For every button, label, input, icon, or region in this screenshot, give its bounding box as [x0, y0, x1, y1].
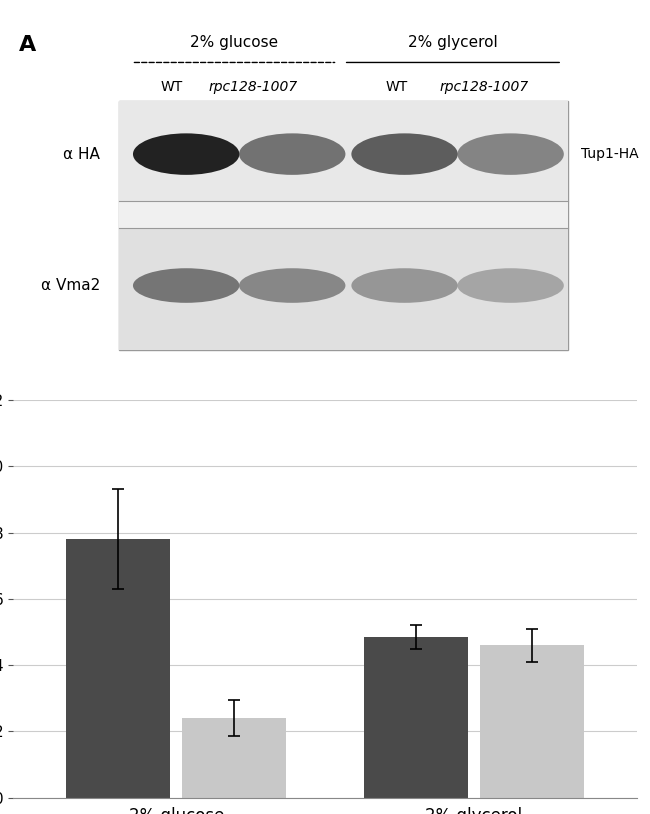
Bar [119, 100, 568, 201]
Text: α HA: α HA [64, 147, 100, 162]
Text: A: A [20, 35, 36, 55]
Ellipse shape [239, 133, 345, 175]
Ellipse shape [133, 133, 239, 175]
Text: rpc128-1007: rpc128-1007 [439, 80, 528, 94]
Text: WT: WT [385, 80, 408, 94]
Bar [66, 539, 170, 798]
Bar [480, 646, 584, 798]
Ellipse shape [133, 269, 239, 303]
Text: Tup1-HA: Tup1-HA [581, 147, 638, 161]
Bar [119, 201, 568, 229]
Text: α Vma2: α Vma2 [41, 278, 100, 293]
Bar [363, 637, 467, 798]
FancyBboxPatch shape [119, 100, 568, 349]
Ellipse shape [458, 269, 564, 303]
Text: 2% glucose: 2% glucose [190, 35, 279, 50]
Text: WT: WT [161, 80, 183, 94]
Bar [183, 718, 287, 798]
Ellipse shape [352, 133, 458, 175]
Ellipse shape [352, 269, 458, 303]
Bar [119, 229, 568, 349]
Text: rpc128-1007: rpc128-1007 [209, 80, 298, 94]
Ellipse shape [458, 133, 564, 175]
Ellipse shape [239, 269, 345, 303]
Text: 2% glycerol: 2% glycerol [408, 35, 498, 50]
